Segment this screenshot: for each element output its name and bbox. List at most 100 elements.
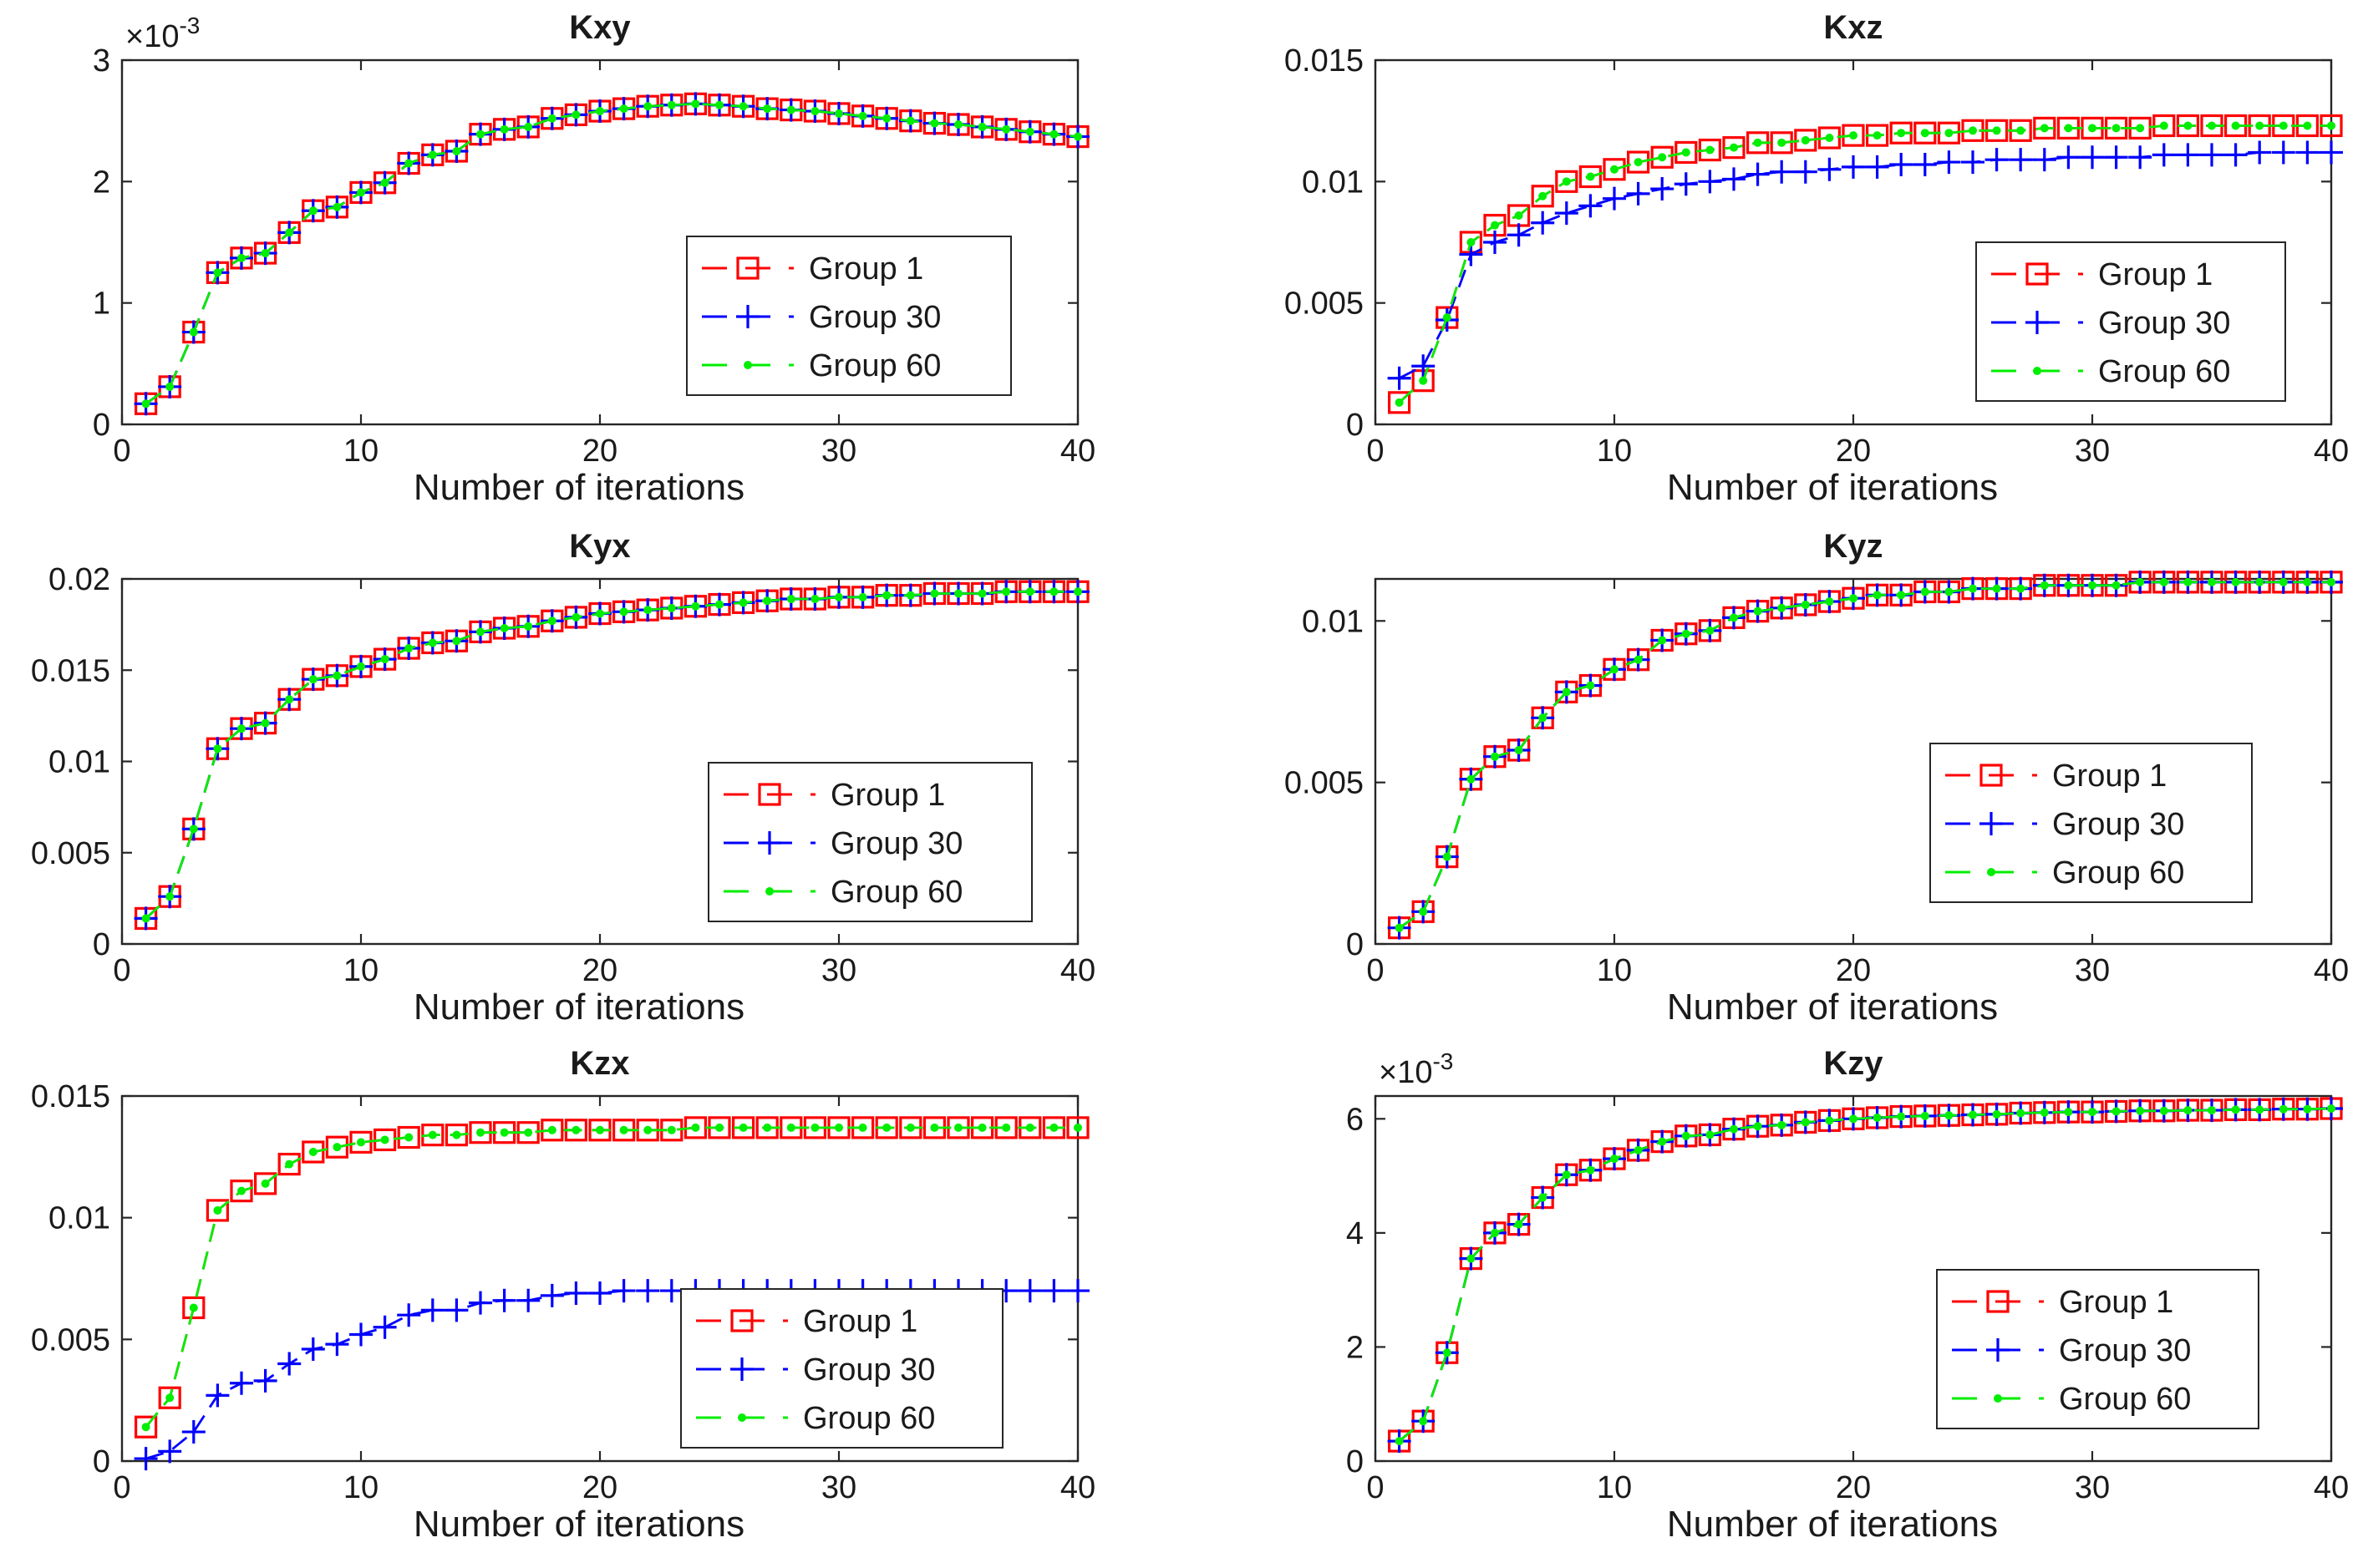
- series-line: [145, 590, 1078, 920]
- legend-label: Group 30: [831, 826, 963, 861]
- x-tick-label: 20: [582, 434, 617, 469]
- y-tick-label: 0: [93, 1444, 110, 1479]
- legend: Group 1 Group 30 Group 60: [708, 762, 1033, 922]
- data-point: [1466, 774, 1476, 784]
- y-exponent-label: ×10-3: [125, 13, 200, 54]
- legend-marker: [1987, 868, 1995, 876]
- y-exponent-power: -3: [1432, 1048, 1453, 1074]
- data-point: [1538, 191, 1547, 200]
- legend-label: Group 60: [2098, 354, 2230, 389]
- data-point: [1817, 157, 1842, 181]
- legend-marker: [2025, 311, 2049, 334]
- series-group-60: [141, 1123, 1082, 1432]
- legend-label: Group 1: [2098, 257, 2213, 292]
- data-point: [141, 1423, 150, 1432]
- x-axis-label: Number of iterations: [1667, 467, 1998, 508]
- data-point: [2136, 124, 2145, 133]
- data-point: [2064, 581, 2073, 590]
- data-point: [1491, 221, 1499, 230]
- x-axis-label: Number of iterations: [1667, 1504, 1998, 1545]
- data-point: [1387, 391, 1411, 414]
- data-point: [739, 1123, 748, 1132]
- data-point: [1002, 1123, 1011, 1132]
- x-tick-label: 0: [113, 953, 130, 988]
- data-point: [715, 1123, 724, 1132]
- data-point: [1992, 584, 2001, 593]
- data-point: [1944, 129, 1954, 138]
- data-point: [333, 671, 342, 680]
- data-point: [1777, 603, 1786, 612]
- data-point: [954, 120, 963, 129]
- legend-marker: [738, 1413, 746, 1422]
- data-point: [596, 609, 604, 618]
- data-point: [2088, 124, 2096, 133]
- data-point: [1578, 194, 1603, 218]
- data-point: [978, 1123, 987, 1132]
- data-point: [572, 612, 581, 622]
- data-point: [141, 914, 150, 923]
- data-point: [811, 107, 820, 116]
- data-point: [373, 1315, 397, 1339]
- y-tick-label: 1: [93, 287, 110, 322]
- data-point: [1507, 223, 1531, 247]
- data-point: [1395, 398, 1404, 407]
- y-tick-label: 3: [93, 43, 110, 79]
- data-point: [564, 1281, 588, 1305]
- chart-kxz: 0 10 20 30 40 0 0.005 0.01 0.015 Kxz Number of ite…: [1284, 9, 2349, 508]
- data-point: [691, 601, 700, 611]
- data-point: [2248, 140, 2272, 165]
- data-point: [1889, 152, 1913, 176]
- x-tick-label: 20: [582, 953, 617, 988]
- data-point: [1777, 1120, 1786, 1129]
- data-point: [357, 662, 365, 671]
- data-point: [1419, 907, 1428, 916]
- data-point: [1801, 1118, 1810, 1127]
- data-point: [1969, 1110, 1977, 1119]
- data-point: [858, 111, 867, 120]
- data-point: [1969, 584, 1977, 593]
- y-tick-label: 2: [1346, 1330, 1364, 1365]
- x-tick-label: 40: [1060, 953, 1095, 988]
- data-point: [1746, 162, 1770, 186]
- y-tick-label: 0: [1346, 927, 1364, 962]
- data-point: [2016, 1109, 2025, 1118]
- chart-kyz: 0 10 20 30 40 0 0.005 0.01 Kyz Number of iteratio…: [1284, 528, 2349, 1028]
- data-point: [452, 637, 461, 646]
- data-point: [619, 1125, 628, 1134]
- data-point: [254, 1172, 277, 1195]
- chart-title: Kxy: [569, 9, 631, 46]
- data-point: [261, 249, 270, 258]
- data-point: [2208, 577, 2216, 586]
- data-point: [1586, 172, 1595, 181]
- data-point: [333, 1143, 342, 1152]
- x-tick-label: 40: [2314, 1470, 2349, 1505]
- data-point: [2231, 1105, 2240, 1114]
- data-point: [1825, 1116, 1834, 1125]
- legend-label: Group 30: [2059, 1333, 2191, 1368]
- data-point: [189, 1303, 198, 1312]
- data-point: [1681, 629, 1690, 638]
- data-point: [428, 1130, 437, 1139]
- data-point: [619, 104, 628, 114]
- data-point: [906, 1123, 915, 1132]
- legend: Group 1 Group 30 Group 60: [1929, 743, 2253, 903]
- legend-label: Group 60: [831, 875, 963, 910]
- data-point: [2303, 121, 2312, 130]
- x-tick-label: 20: [582, 1470, 617, 1505]
- data-point: [2032, 148, 2056, 172]
- data-point: [1722, 136, 1746, 160]
- data-point: [786, 595, 795, 604]
- legend-label: Group 60: [2052, 855, 2184, 891]
- data-point: [1897, 591, 1906, 600]
- y-tick-label: 0.02: [48, 562, 110, 597]
- data-point: [1992, 126, 2001, 135]
- data-point: [500, 124, 509, 134]
- y-tick-label: 0.015: [1284, 43, 1364, 79]
- data-point: [158, 1386, 181, 1409]
- data-point: [325, 1332, 349, 1357]
- x-tick-label: 40: [1060, 1470, 1095, 1505]
- legend-marker: [1986, 1290, 2010, 1313]
- x-tick-label: 20: [1836, 1470, 1871, 1505]
- data-point: [1074, 587, 1082, 596]
- data-point: [2255, 121, 2264, 130]
